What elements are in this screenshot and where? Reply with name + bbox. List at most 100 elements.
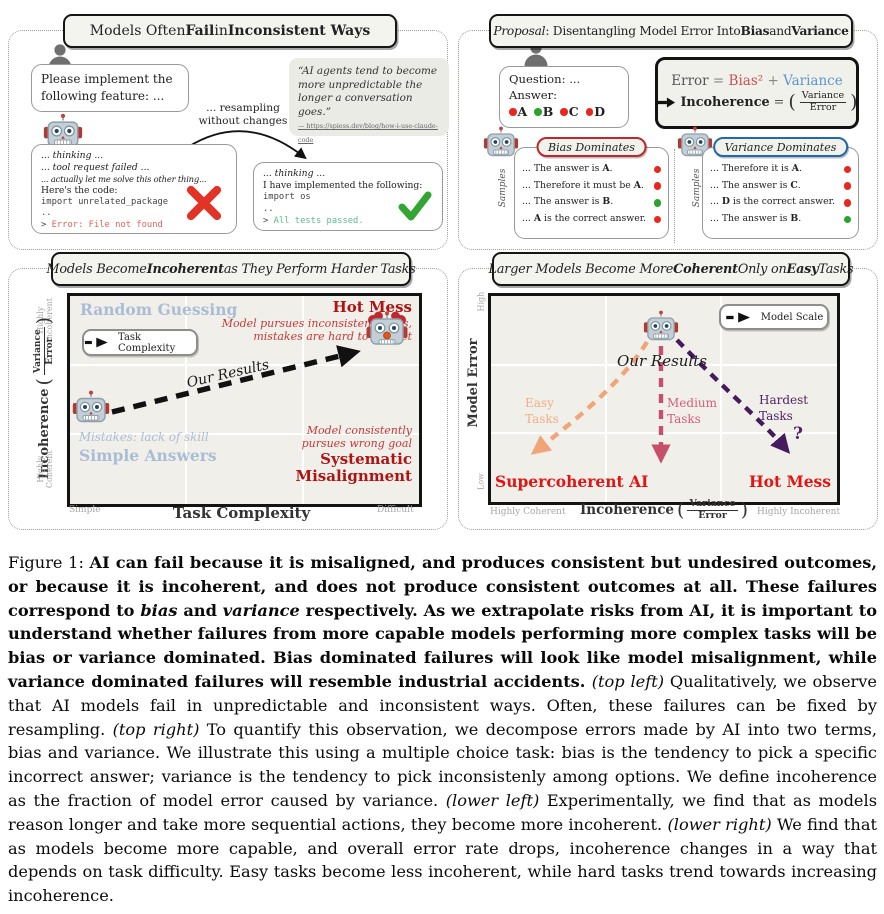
title-run: Models Often [89,23,186,39]
caption-segment: (lower left) [445,790,540,810]
medium-tasks-text: Medium Tasks [667,396,718,426]
solid-arrow-icon [656,97,676,107]
check-icon [398,191,432,221]
option-dot [585,108,594,116]
sample-pre: ... The answer is [710,179,791,191]
sample-pre: ... Therefore it is [710,163,792,174]
simple-answers-text: Simple Answers [79,446,217,465]
sample-post: . [798,213,802,225]
option-dot [509,108,517,116]
random-guessing-label: Random Guessing [80,300,237,319]
bias-dominates-box: Bias Dominates ... The answer is A. ... … [514,137,669,239]
panel-top-right: Proposal: Disentangling Model Error Into… [458,14,878,250]
title-run: Models Become [46,261,147,277]
title-run: Only on [737,261,787,277]
gridline [491,364,837,367]
sample-dot [653,199,661,207]
sample-row: ... Therefore it is A. [703,161,858,178]
variance-dominates-header: Variance Dominates [712,137,849,157]
question-bubble: Question: ... Answer: A B C D [499,66,629,128]
incoherence-formula: Incoherence = ( Variance Error ) [656,89,858,113]
sample-strong: C [790,179,798,191]
dashed-arrow-icon [726,311,750,323]
sample-dot [843,199,851,207]
option-label: B [542,104,554,120]
failed-attempt-bubble: ... thinking ... ... tool request failed… [31,144,237,234]
title-run: Fail [185,23,215,39]
legend-text: Task Complexity [118,331,176,354]
caption-segment: bias [140,600,178,620]
sample-post: . [640,179,644,191]
quote-source-link[interactable]: — https://spiess.dev/blog/how-i-use-clau… [298,122,438,144]
success-line-implemented: I have implemented the following: [263,180,423,192]
sample-pre: ... The answer is [522,163,603,174]
question-mark: ? [793,424,803,444]
x-axis-left-label: Highly Coherent [490,507,566,517]
robot-icon [643,310,679,341]
title-run: Bias [740,24,770,38]
supercoherent-text: Supercoherent AI [495,472,649,491]
caption-segment: We find that as models become more capab… [8,814,877,906]
option-a: A [509,103,527,121]
y-axis-bottom-label: Highly Coherent [36,442,54,496]
fraction-numerator: Variance [799,89,847,103]
our-results-arrow [111,345,361,415]
sample-row: ... Therefore it must be A. [515,178,668,195]
y-bottom-text: Highly Coherent [35,450,54,489]
option-d: D [585,103,605,121]
option-label: A [517,104,528,120]
mistakes-text: Mistakes: lack of skill [79,430,209,444]
user-request-text: Please implement the following feature: … [41,72,173,104]
easy-tasks-arrow [530,340,649,455]
mistakes-label: Mistakes: lack of skill [79,430,209,444]
gridline [605,296,608,502]
sample-row: ... The answer is A. [515,161,668,178]
formula-open-paren: ( [788,91,796,113]
fail-line-code-intro: Here's the code: [41,184,118,196]
sm-bold-line1: Systematic [320,450,412,468]
formula-incoherence: Incoherence [680,94,770,110]
robot-icon [483,126,519,157]
option-dot [534,108,542,116]
samples-text: Samples [498,168,508,208]
sample-post: . [609,163,613,174]
title-run: Inconsistent Ways [227,23,371,39]
variance-dominates-box: Variance Dominates ... Therefore it is A… [702,137,859,239]
sample-pre: ... [522,213,534,225]
sample-text: ... The answer is A. [522,161,613,178]
x-label-text: Task Complexity [172,504,311,522]
sample-row: ... The answer is B. [703,211,858,228]
sm-sub-line1: Model consistently [306,424,412,437]
sample-dot [843,182,851,190]
variance-header-text: Variance Dominates [724,140,837,154]
legend-text: Model Scale [760,311,824,323]
sample-row: ... The answer is C. [703,178,858,195]
systematic-misalignment-label: Systematic Misalignment [295,451,412,485]
caption-segment: Figure 1: [8,553,90,572]
sample-text: ... D is the correct answer. [710,194,835,211]
bias-header-text: Bias Dominates [548,140,635,154]
bias-dominates-header: Bias Dominates [536,137,647,157]
hot-mess-text: Hot Mess [332,298,412,316]
panel-top-left-title: Models Often Fail in Inconsistent Ways [63,14,397,48]
resampling-label-line2: without changes [198,115,288,128]
systematic-misalignment-subtitle: Model consistently pursues wrong goal [302,424,412,450]
sample-pre: ... The answer is [710,213,791,225]
hardest-tasks-text: Hardest Tasks [759,393,809,423]
fraction-numerator: Variance [33,327,45,376]
sample-post: is the correct answer. [729,196,835,208]
formula-box: Error = Bias² + Variance Incoherence = (… [655,57,859,129]
quote-text: “AI agents tend to become more unpredict… [298,65,437,118]
samples-label-left: Samples [498,166,508,210]
resampling-arrow [187,130,307,160]
sample-post: . [610,196,614,208]
panel-top-left: Models Often Fail in Inconsistent Ways P… [8,14,449,250]
success-line-import: import os [263,192,311,203]
y-label-text: Model Error [466,338,481,428]
sample-strong: A [633,179,641,191]
our-results-label: Our Results [617,352,707,370]
gridline [70,364,419,367]
sm-bold-line2: Misalignment [295,466,412,485]
fraction-denominator: Error [809,101,837,113]
sample-strong: D [721,196,730,208]
